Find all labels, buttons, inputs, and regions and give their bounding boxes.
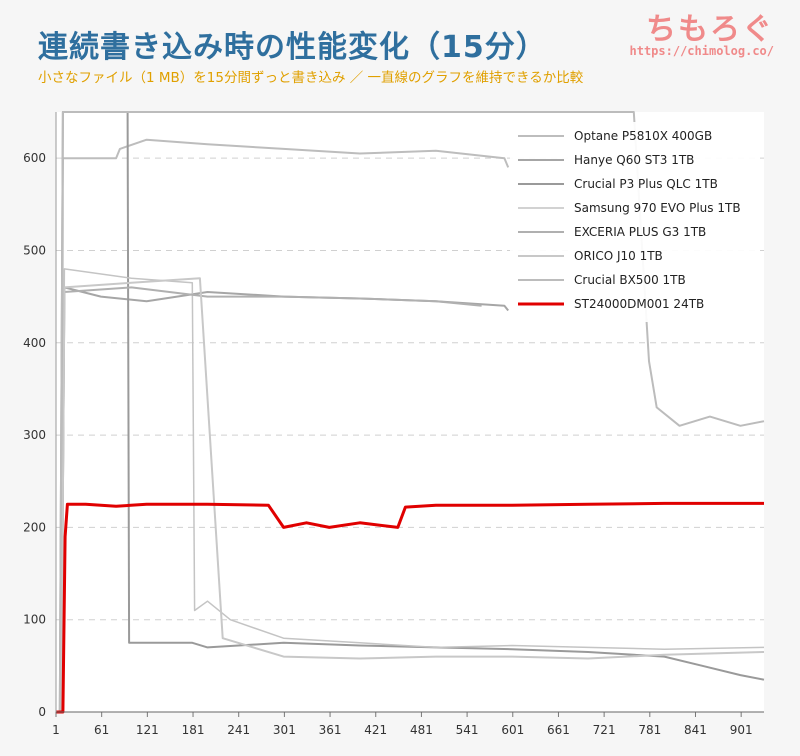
x-tick-label: 121	[136, 723, 159, 737]
y-tick-label: 500	[23, 243, 46, 257]
legend-background	[510, 122, 758, 322]
y-tick-label: 300	[23, 428, 46, 442]
x-tick-label: 661	[547, 723, 570, 737]
x-tick-label: 781	[638, 723, 661, 737]
y-tick-label: 100	[23, 613, 46, 627]
x-tick-label: 421	[364, 723, 387, 737]
legend-label: Crucial BX500 1TB	[574, 273, 686, 287]
legend-label: Optane P5810X 400GB	[574, 129, 712, 143]
y-tick-label: 200	[23, 520, 46, 534]
legend-label: ORICO J10 1TB	[574, 249, 663, 263]
legend-label: EXCERIA PLUS G3 1TB	[574, 225, 706, 239]
series-line-orico-j10-1tb	[56, 277, 765, 713]
x-tick-label: 241	[227, 723, 250, 737]
x-tick-label: 61	[94, 723, 109, 737]
x-tick-label: 841	[684, 723, 707, 737]
series-line-crucial-bx500-1tb	[56, 111, 765, 713]
x-tick-label: 301	[273, 723, 296, 737]
series-lines	[56, 111, 765, 714]
logo-text: ちもろぐ	[646, 12, 774, 47]
chart-subtitle: 小さなファイル（1 MB）を15分間ずっと書き込み ／ 一直線のグラフを維持でき…	[38, 70, 584, 86]
series-line-samsung-970-evo-plus-1tb	[56, 268, 765, 713]
x-tick-label: 901	[730, 723, 753, 737]
legend-label: Crucial P3 Plus QLC 1TB	[574, 177, 718, 191]
chart-title: 連続書き込み時の性能変化（15分）	[38, 30, 547, 65]
legend: Optane P5810X 400GB Hanye Q60 ST3 1TB Cruc…	[510, 122, 758, 322]
x-tick-label: 481	[410, 723, 433, 737]
y-tick-label: 400	[23, 336, 46, 350]
x-tick-label: 361	[319, 723, 342, 737]
x-tick-label: 1	[52, 723, 60, 737]
x-tick-label: 721	[593, 723, 616, 737]
series-line-st24000dm001-24tb	[56, 501, 764, 714]
site-logo: ちもろぐ https://chimolog.co/	[630, 4, 775, 58]
x-tick-label: 181	[182, 723, 205, 737]
logo-url: https://chimolog.co/	[629, 44, 775, 58]
x-tick-label: 541	[456, 723, 479, 737]
legend-label: Hanye Q60 ST3 1TB	[574, 153, 694, 167]
axes: 0 100 200 300 400 500 600 1 61 121 181 241 301 361 421…	[23, 112, 764, 737]
legend-label: Samsung 970 EVO Plus 1TB	[574, 201, 741, 215]
grid-lines	[56, 157, 764, 621]
x-tick-label: 601	[501, 723, 524, 737]
y-tick-label: 0	[38, 705, 46, 719]
y-tick-label: 600	[23, 151, 46, 165]
legend-label: ST24000DM001 24TB	[574, 297, 704, 311]
